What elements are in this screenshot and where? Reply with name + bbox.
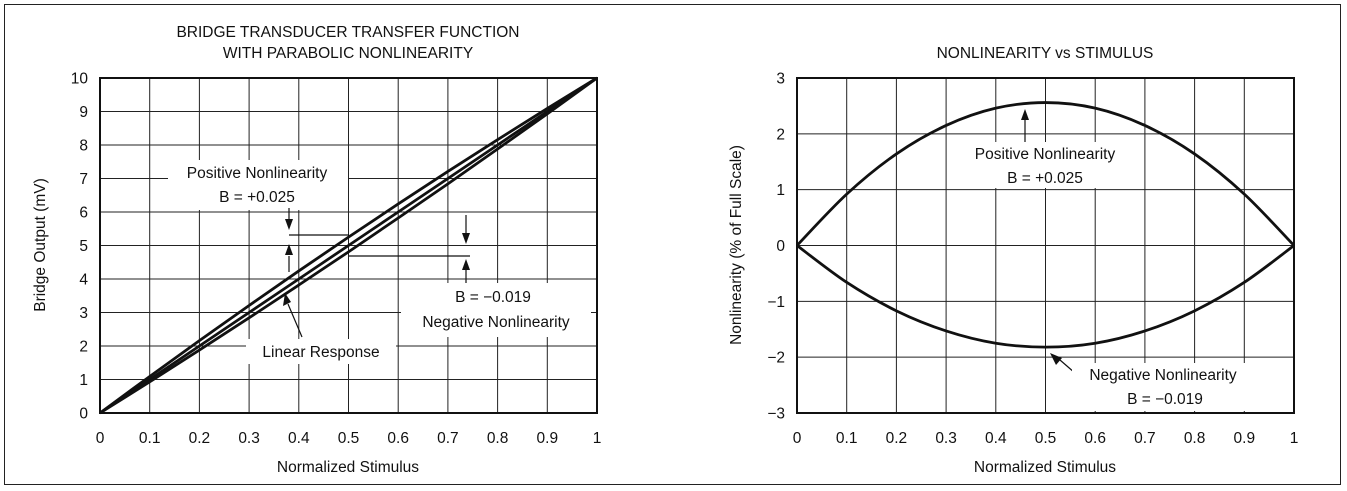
left-y-tick-label: 3 [79, 305, 88, 322]
right-tick-labels: 0 0.1 0.2 0.3 0.4 0.5 0.6 0.7 0.8 0.9 1 3 2 1 0 −1 −2 −3 [767, 71, 1298, 448]
left-series-line-1 [99, 76, 598, 415]
left-x-tick-label: 0.8 [487, 430, 509, 447]
right-x-tick-label: 0.2 [886, 430, 908, 447]
right-negative-label: Negative Nonlinearity [1089, 367, 1237, 384]
left-y-tick-label: 6 [79, 205, 88, 222]
right-x-tick-label: 0.4 [985, 430, 1007, 447]
right-x-tick-label: 1 [1290, 430, 1299, 447]
right-x-tick-label: 0.1 [836, 430, 858, 447]
left-series-line-0 [99, 76, 598, 415]
left-linear-label: Linear Response [262, 344, 379, 361]
left-chart-title-line1: BRIDGE TRANSDUCER TRANSFER FUNCTION [176, 24, 519, 41]
left-y-tick-label: 5 [79, 238, 88, 255]
right-plot-border [796, 77, 1295, 414]
nonlinearity-chart: NONLINEARITY vs STIMULUS 0 0.1 0.2 0.3 0.4 0.… [728, 45, 1298, 476]
left-x-tick-label: 0.7 [437, 430, 459, 447]
right-x-tick-label: 0.7 [1134, 430, 1156, 447]
right-y-tick-label: 3 [776, 71, 785, 88]
right-grid [796, 77, 1295, 414]
right-x-tick-label: 0.5 [1035, 430, 1057, 447]
figure-frame [4, 4, 1341, 485]
left-negative-value: B = −0.019 [455, 289, 531, 306]
left-x-tick-label: 0.4 [288, 430, 310, 447]
right-y-tick-label: 0 [776, 238, 785, 255]
right-positive-label-bg [955, 142, 1115, 188]
left-negative-down-arrow-icon [462, 215, 470, 244]
left-y-tick-label: 10 [71, 71, 89, 88]
right-x-tick-label: 0 [793, 430, 802, 447]
right-x-tick-label: 0.9 [1234, 430, 1256, 447]
right-x-tick-label: 0.3 [935, 430, 957, 447]
right-positive-label: Positive Nonlinearity [975, 146, 1116, 163]
left-y-tick-label: 0 [79, 406, 88, 423]
right-series-lines [795, 101, 1296, 349]
left-y-tick-label: 2 [79, 339, 88, 356]
right-series-line-0 [795, 101, 1296, 247]
left-x-tick-label: 0.2 [189, 430, 211, 447]
right-positive-up-arrow-icon [1021, 109, 1029, 143]
right-y-axis-label: Nonlinearity (% of Full Scale) [728, 145, 745, 345]
left-plot-border [99, 77, 598, 414]
left-y-tick-label: 1 [79, 372, 88, 389]
left-series-lines [99, 76, 598, 415]
left-positive-down-arrow-icon [285, 208, 293, 230]
left-positive-label-bg [168, 160, 348, 210]
right-x-axis-label: Normalized Stimulus [974, 459, 1116, 476]
left-y-tick-label: 8 [79, 138, 88, 155]
left-linear-label-bg [246, 339, 396, 364]
left-tick-labels: 0 0.1 0.2 0.3 0.4 0.5 0.6 0.7 0.8 0.9 101234567891… [71, 71, 602, 448]
transfer-function-chart: BRIDGE TRANSDUCER TRANSFER FUNCTION WITH… [32, 24, 601, 476]
left-x-tick-label: 0.1 [139, 430, 161, 447]
right-x-tick-label: 0.6 [1084, 430, 1106, 447]
left-y-tick-label: 9 [79, 104, 88, 121]
left-x-tick-label: 0.9 [537, 430, 559, 447]
left-positive-up-arrow-icon [285, 244, 293, 272]
left-x-tick-label: 0.6 [387, 430, 409, 447]
left-negative-up-arrow-icon [462, 259, 470, 284]
left-negative-label-bg [401, 283, 591, 337]
right-y-tick-label: 2 [776, 126, 785, 143]
left-series-line-2 [99, 76, 598, 415]
left-x-tick-label: 0 [96, 430, 105, 447]
left-x-tick-label: 1 [593, 430, 602, 447]
left-y-tick-label: 4 [79, 272, 88, 289]
right-negative-label-bg [1072, 363, 1257, 411]
right-x-tick-label: 0.8 [1184, 430, 1206, 447]
right-negative-arrow-icon [1050, 353, 1076, 374]
right-series-line-1 [796, 244, 1295, 349]
right-y-tick-label: 1 [776, 182, 785, 199]
right-y-tick-label: −3 [767, 406, 785, 423]
left-positive-label: Positive Nonlinearity [187, 165, 328, 182]
left-linear-arrow-icon [283, 293, 303, 338]
left-chart-title-line2: WITH PARABOLIC NONLINEARITY [223, 45, 473, 62]
left-y-axis-label: Bridge Output (mV) [32, 178, 49, 312]
right-y-tick-label: −2 [767, 350, 785, 367]
left-negative-label: Negative Nonlinearity [422, 314, 570, 331]
right-y-tick-label: −1 [767, 294, 785, 311]
left-x-axis-label: Normalized Stimulus [277, 459, 419, 476]
left-y-tick-label: 7 [79, 171, 88, 188]
left-x-tick-label: 0.5 [338, 430, 360, 447]
left-x-tick-label: 0.3 [238, 430, 260, 447]
left-positive-value: B = +0.025 [219, 189, 295, 206]
right-chart-title: NONLINEARITY vs STIMULUS [937, 45, 1154, 62]
right-negative-value: B = −0.019 [1127, 391, 1203, 408]
right-positive-value: B = +0.025 [1007, 170, 1083, 187]
